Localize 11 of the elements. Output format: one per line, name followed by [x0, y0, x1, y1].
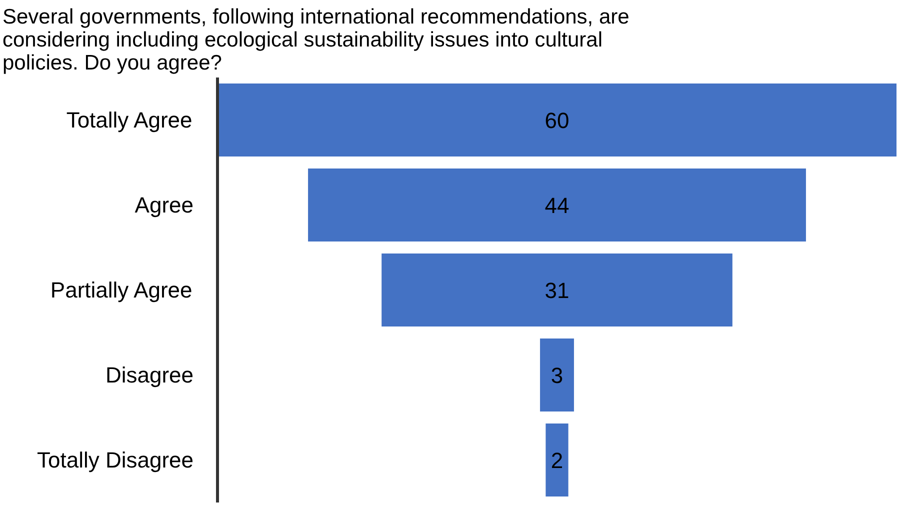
- text: Several governments, following international recommendations, are considering including ecological sustainability issues into cultural policies. Do you agree?: [2, 6, 630, 74]
- data-label: 3: [550, 363, 564, 388]
- category-label: Partially Agree: [50, 278, 192, 302]
- data-label: 60: [544, 108, 570, 133]
- data-label: 44: [544, 193, 570, 218]
- category-label: Totally Disagree: [36, 448, 194, 472]
- data-label: 2: [550, 448, 564, 473]
- data-label: 31: [544, 278, 570, 303]
- category-label: Disagree: [105, 362, 194, 388]
- category-label: Totally Agree: [66, 108, 192, 132]
- category-label: Agree: [134, 192, 194, 218]
